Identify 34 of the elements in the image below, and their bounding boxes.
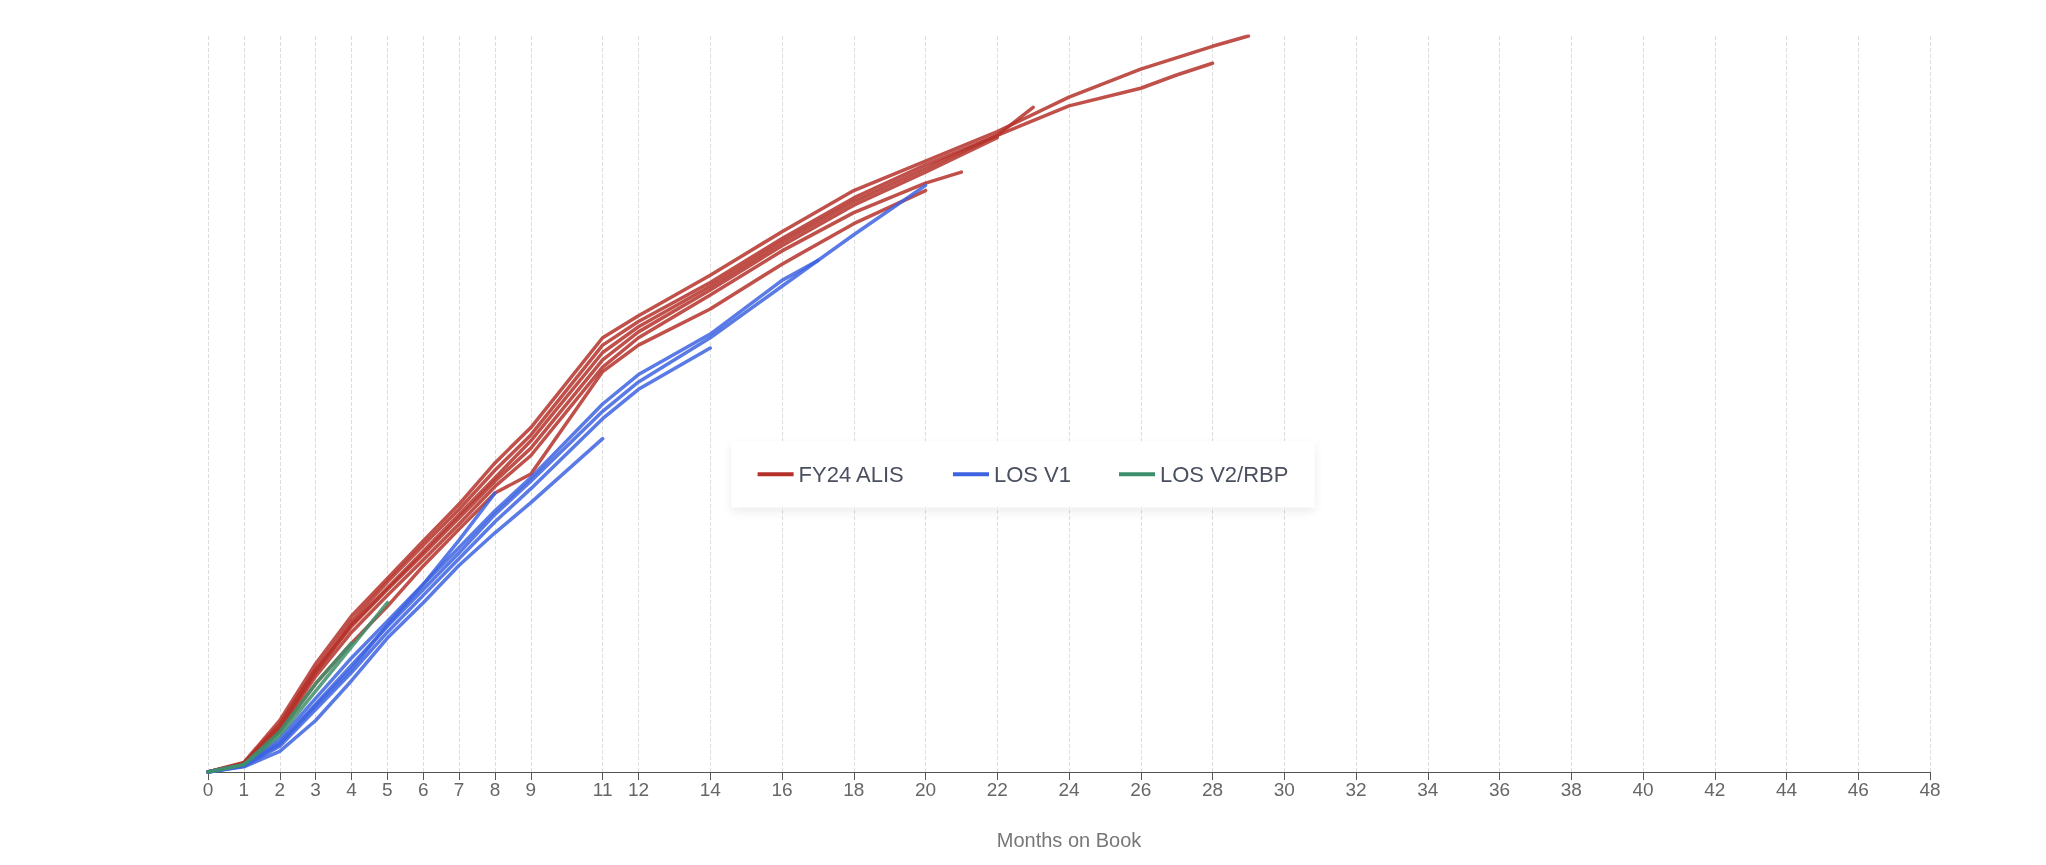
x-tick-label: 34 xyxy=(1417,779,1439,800)
x-tick-label: 24 xyxy=(1058,779,1080,800)
x-tick-label: 3 xyxy=(310,779,321,800)
x-tick-label: 5 xyxy=(382,779,393,800)
x-tick-label: 0 xyxy=(202,779,214,800)
x-tick-label: 4 xyxy=(346,779,358,800)
x-axis-title: Months on Book xyxy=(996,829,1143,851)
x-tick-label: 28 xyxy=(1201,779,1224,800)
x-tick-label: 20 xyxy=(914,779,937,800)
x-tick-label: 9 xyxy=(525,779,537,800)
x-tick-label: 12 xyxy=(627,779,650,800)
x-tick-label: 22 xyxy=(986,779,1008,800)
x-tick-label: 44 xyxy=(1775,779,1798,800)
x-tick-label: 6 xyxy=(417,779,429,800)
x-tick-label: 1 xyxy=(238,779,250,800)
legend-label: LOS V2/RBP xyxy=(1160,461,1289,487)
legend-label: FY24 ALIS xyxy=(798,461,904,487)
x-tick-label: 26 xyxy=(1130,779,1152,800)
x-tick-label: 46 xyxy=(1847,779,1869,800)
x-tick-label: 7 xyxy=(453,779,465,800)
x-tick-label: 36 xyxy=(1488,779,1511,800)
x-tick-label: 48 xyxy=(1919,779,1941,800)
x-tick-label: 11 xyxy=(592,779,613,800)
legend-label: LOS V1 xyxy=(993,461,1072,487)
x-tick-label: 42 xyxy=(1704,779,1726,800)
x-tick-label: 38 xyxy=(1560,779,1582,800)
x-tick-label: 40 xyxy=(1632,779,1654,800)
x-tick-label: 8 xyxy=(489,779,501,800)
x-tick-label: 32 xyxy=(1345,779,1367,800)
x-tick-label: 16 xyxy=(771,779,793,800)
x-tick-label: 2 xyxy=(274,779,286,800)
x-tick-label: 14 xyxy=(699,779,722,800)
x-tick-label: 30 xyxy=(1273,779,1295,800)
x-tick-label: 18 xyxy=(843,779,865,800)
